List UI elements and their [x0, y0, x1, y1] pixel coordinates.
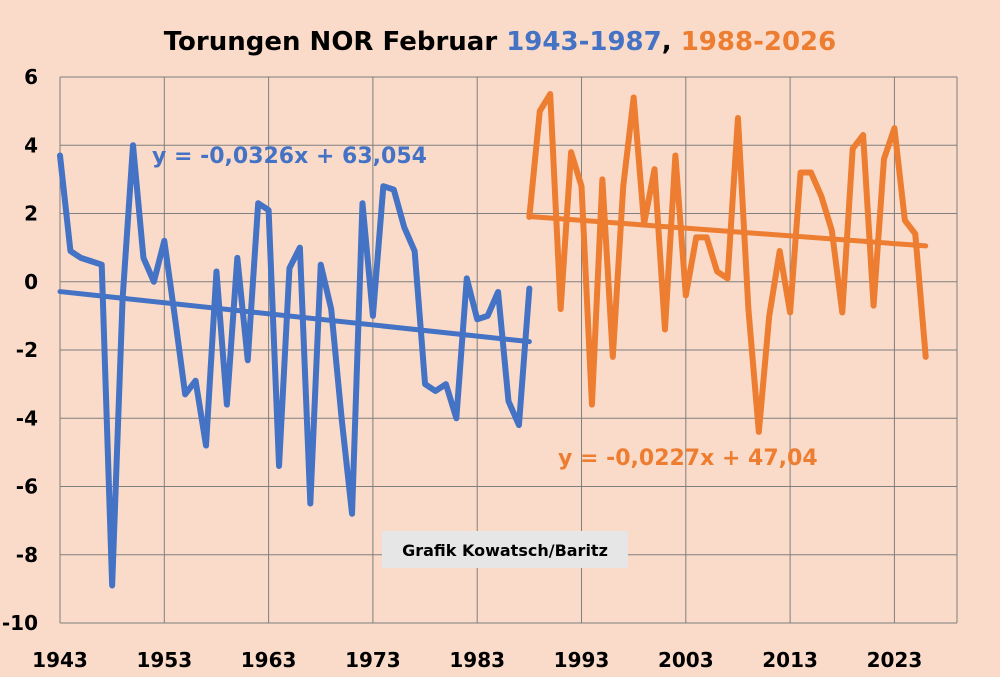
x-tick-label: 1993 — [554, 648, 610, 672]
title-prefix: Torungen NOR Februar — [164, 27, 498, 57]
x-tick-label: 2013 — [762, 648, 818, 672]
title-period-2: 1988-2026 — [681, 27, 837, 57]
x-tick-label: 1983 — [449, 648, 505, 672]
chart-title: Torungen NOR Februar 1943-1987, 1988-202… — [164, 27, 836, 57]
credit-box: Grafik Kowatsch/Baritz — [382, 531, 628, 568]
title-separator: , — [662, 27, 672, 57]
title-period-1: 1943-1987 — [506, 27, 662, 57]
x-tick-label: 1963 — [241, 648, 297, 672]
y-tick-label: -4 — [16, 406, 38, 430]
x-tick-label: 2023 — [867, 648, 923, 672]
series-2-trendline — [526, 213, 929, 249]
y-tick-label: 4 — [24, 133, 38, 157]
y-axis-ticks: 6 4 2 0 -2 -4 -6 -8 -10 — [2, 65, 38, 635]
y-tick-label: -2 — [16, 338, 38, 362]
x-axis-ticks: 1943 1953 1963 1973 1983 1993 2003 2013 2023 — [32, 648, 922, 672]
y-tick-label: -8 — [16, 543, 38, 567]
y-tick-label: 2 — [24, 202, 38, 226]
x-tick-label: 1973 — [345, 648, 401, 672]
series — [57, 91, 929, 589]
x-tick-label: 1943 — [32, 648, 88, 672]
y-tick-label: 0 — [24, 270, 38, 294]
series-1-trendline — [57, 289, 532, 345]
trend-equation-1: y = -0,0326x + 63,054 — [152, 144, 427, 169]
trend-equation-2: y = -0,0227x + 47,04 — [558, 446, 818, 471]
x-tick-label: 2003 — [658, 648, 714, 672]
series-2-line — [526, 91, 929, 435]
y-tick-label: -6 — [16, 475, 38, 499]
y-tick-label: -10 — [2, 611, 38, 635]
series-1-line — [57, 142, 533, 589]
x-tick-label: 1953 — [136, 648, 192, 672]
credit-background — [382, 531, 628, 568]
credit-label: Grafik Kowatsch/Baritz — [402, 541, 608, 560]
grid — [59, 76, 958, 624]
y-tick-label: 6 — [24, 65, 38, 89]
